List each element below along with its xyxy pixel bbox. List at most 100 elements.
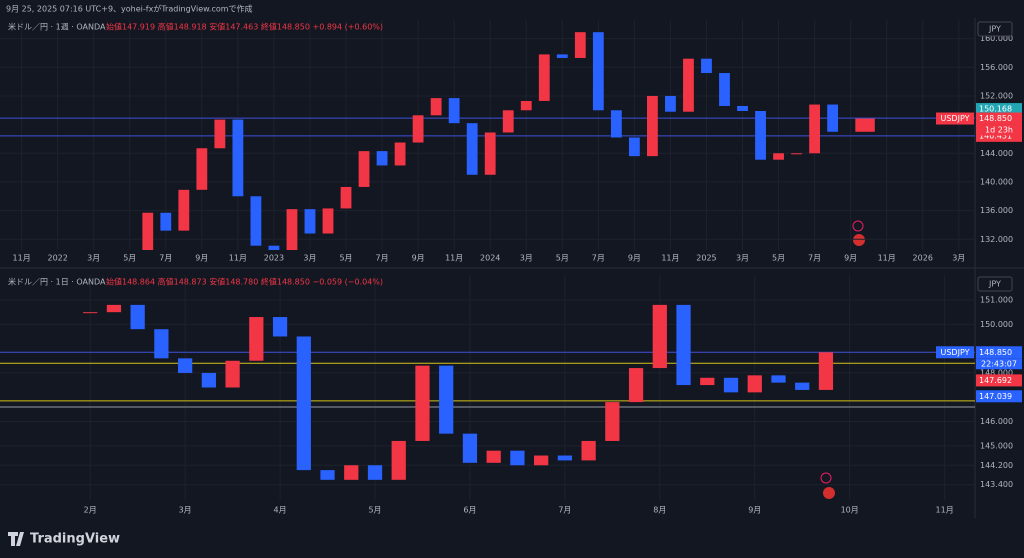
candle (628, 368, 644, 403)
y-tick-label: 146.000 (980, 417, 1013, 426)
candle (160, 212, 172, 231)
candle (773, 153, 784, 160)
candle (106, 304, 122, 313)
symbol-tag (936, 112, 974, 125)
candle (676, 304, 691, 386)
candle (358, 151, 370, 187)
candle (574, 32, 586, 58)
x-tick-label: 2025 (696, 254, 716, 263)
candle (391, 440, 406, 480)
candle (296, 336, 311, 471)
candle (818, 352, 834, 390)
y-tick-label: 144.200 (980, 461, 1013, 470)
y-tick-label: 144.000 (980, 149, 1013, 158)
x-tick-label: 11月 (445, 254, 463, 263)
y-tick-label: 145.000 (980, 441, 1013, 450)
level-label: 148.850 (979, 348, 1012, 357)
x-tick-label: 11月 (661, 254, 679, 263)
y-tick-label: 160.000 (980, 34, 1013, 43)
x-tick-label: 4月 (274, 506, 287, 515)
candle (322, 208, 334, 234)
x-tick-label: 7月 (808, 254, 821, 263)
level-label: 147.692 (979, 376, 1012, 385)
x-tick-label: 9月 (195, 254, 208, 263)
x-tick-label: 2022 (47, 254, 67, 263)
candle (809, 104, 821, 154)
candle (520, 100, 532, 111)
currency-box (977, 21, 1013, 37)
candle (538, 54, 550, 101)
ohlc-text: 始値148.864 高値148.873 安値148.780 終値148.850 … (106, 277, 383, 287)
candle (286, 209, 298, 250)
x-tick-label: 11月 (13, 254, 31, 263)
candle (628, 137, 640, 157)
candle (484, 132, 496, 175)
candle (592, 32, 604, 111)
y-tick-label: 150.000 (980, 320, 1013, 329)
candle (510, 450, 525, 466)
currency-box (977, 276, 1013, 292)
candle (250, 196, 262, 246)
level-label: 148.850 (979, 114, 1012, 123)
candle (610, 110, 622, 138)
x-tick-label: 2024 (480, 254, 500, 263)
y-tick-label: 151.000 (980, 296, 1013, 305)
x-tick-label: 9月 (628, 254, 641, 263)
x-tick-label: 3月 (520, 254, 533, 263)
x-tick-label: 5月 (368, 506, 381, 515)
candle (534, 455, 549, 466)
level-label: 146.431 (979, 131, 1012, 140)
x-tick-label: 3月 (952, 254, 965, 263)
candle (196, 148, 208, 190)
candle (771, 375, 786, 383)
currency: JPY (988, 280, 1001, 289)
countdown: 1d 23h (985, 126, 1013, 135)
candle (415, 365, 430, 441)
y-tick-label: 148.000 (980, 368, 1013, 377)
candle (700, 377, 715, 386)
x-tick-label: 3月 (87, 254, 100, 263)
logo-icon (8, 532, 24, 546)
candle (855, 118, 875, 132)
symbol-label: USDJPY (941, 348, 970, 357)
candle (747, 375, 762, 393)
flag-icon (823, 487, 835, 499)
level-label: 147.039 (979, 392, 1012, 401)
candle (719, 73, 730, 106)
x-tick-label: 9月 (748, 506, 761, 515)
candle (130, 304, 145, 330)
symbol-label: USDJPY (941, 114, 970, 123)
candle (412, 115, 424, 143)
candle (723, 377, 739, 393)
event-icon (820, 472, 832, 484)
candle (462, 433, 478, 463)
candle (795, 382, 810, 390)
candle (340, 186, 352, 209)
candle (605, 402, 620, 441)
candle (701, 58, 712, 74)
candle (665, 95, 676, 112)
y-tick-label: 132.000 (980, 235, 1013, 244)
plot-area (0, 275, 975, 500)
candle (791, 153, 802, 155)
candle (249, 317, 264, 361)
candle (448, 98, 460, 124)
candle (232, 119, 244, 197)
footer-logo: TradingView (30, 532, 120, 547)
level-tag (976, 390, 1022, 403)
x-tick-label: 2026 (913, 254, 933, 263)
level-label: 150.168 (979, 105, 1012, 114)
candle (556, 54, 568, 58)
x-tick-label: 11月 (878, 254, 896, 263)
candle (178, 189, 190, 231)
x-tick-label: 7月 (376, 254, 389, 263)
candle (268, 245, 280, 250)
x-tick-label: 2月 (84, 506, 97, 515)
countdown: 22:43:07 (981, 359, 1017, 368)
y-tick-label: 156.000 (980, 63, 1013, 72)
x-tick-label: 5月 (556, 254, 569, 263)
x-tick-label: 6月 (463, 506, 476, 515)
x-tick-label: 2023 (264, 254, 284, 263)
candle (344, 465, 359, 480)
countdown-tag (976, 124, 1022, 136)
